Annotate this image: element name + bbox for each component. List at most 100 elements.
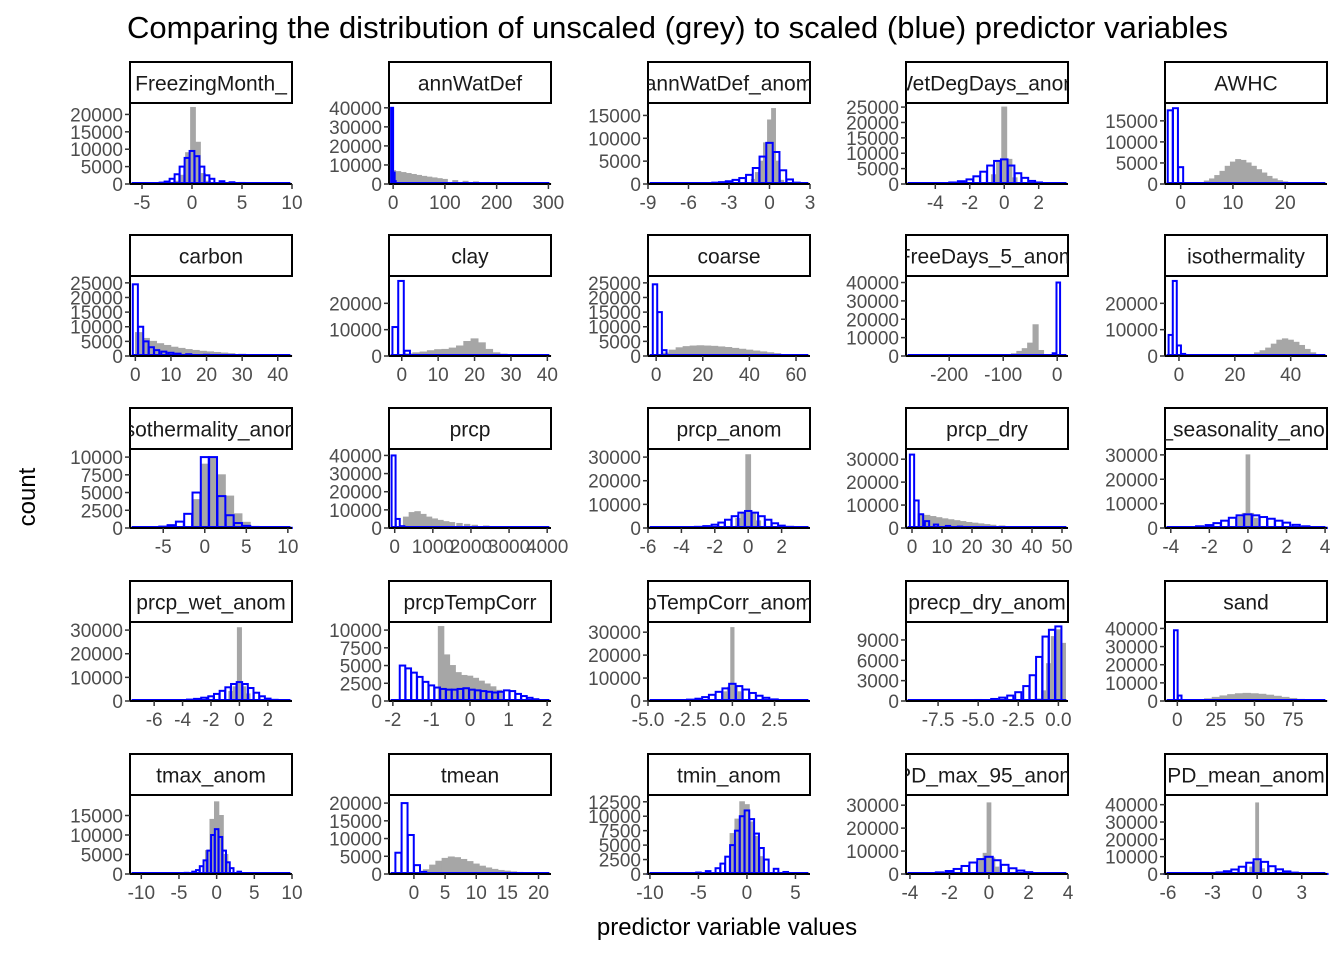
bar-unscaled — [414, 511, 421, 529]
bars — [649, 283, 810, 358]
y-tick-label: 15000 — [70, 807, 123, 828]
strip-label: FreeDays_5_anom — [898, 246, 1077, 269]
x-tick-label: 40 — [1021, 537, 1042, 558]
x-tick-label: 5 — [249, 883, 260, 904]
strip-box — [647, 580, 811, 623]
bar-scaled — [1172, 629, 1179, 702]
y-tick-label: 10000 — [329, 321, 382, 342]
y-tick-label: 20000 — [70, 288, 123, 309]
y-tick-label: 10000 — [1105, 674, 1158, 695]
x-tick-label: 5 — [237, 193, 248, 214]
y-tick-label: 5000 — [81, 158, 123, 179]
x-tick-label: 0 — [187, 193, 198, 214]
bars — [649, 108, 809, 186]
x-tick-label: 0.0 — [1045, 710, 1071, 731]
bar-scaled — [416, 675, 424, 703]
x-tick-label: 10 — [466, 883, 487, 904]
x-tick-label: 0 — [1174, 365, 1185, 386]
y-tick-label: 7500 — [599, 822, 641, 843]
x-tick-label: 0 — [1052, 365, 1063, 386]
strip-box — [647, 407, 811, 450]
x-tick-label: 0 — [743, 537, 754, 558]
y-tick-label: 10000 — [1105, 848, 1158, 869]
x-axis-label: predictor variable values — [596, 914, 858, 941]
y-tick-label: 5000 — [599, 836, 641, 857]
y-tick-label: 15000 — [846, 129, 899, 150]
y-tick-label: 30000 — [1105, 446, 1158, 467]
y-tick-label: 15000 — [588, 106, 641, 127]
x-tick-label: 20 — [1275, 193, 1296, 214]
x-tick-label: 0 — [388, 193, 399, 214]
x-tick-label: 0 — [1175, 193, 1186, 214]
x-tick-label: 0 — [999, 193, 1010, 214]
bar-unscaled — [1256, 169, 1263, 185]
x-tick-label: -3 — [721, 193, 738, 214]
strip-label: isothermality_anom — [120, 419, 302, 442]
bar-unscaled — [1224, 165, 1231, 185]
y-tick-label: 0 — [371, 692, 382, 713]
y-tick-label: 20000 — [846, 473, 899, 494]
x-tick-label: -6 — [680, 193, 697, 214]
y-tick-label: 5000 — [599, 152, 641, 173]
y-tick-label: 0 — [371, 347, 382, 368]
y-tick-label: 5000 — [81, 484, 123, 505]
strip-label: prcp_wet_anom — [136, 592, 285, 615]
strip-label: prcp — [450, 419, 491, 442]
x-tick-label: 4 — [1320, 537, 1331, 558]
bars — [646, 801, 809, 876]
y-tick-label: 5000 — [340, 847, 382, 868]
x-tick-label: 40 — [537, 365, 558, 386]
x-tick-label: -9 — [640, 193, 657, 214]
bar-scaled — [394, 851, 403, 876]
y-tick-label: 10000 — [588, 495, 641, 516]
y-tick-label: 6000 — [857, 651, 899, 672]
y-tick-label: 0 — [112, 865, 123, 886]
bar-unscaled — [208, 456, 218, 529]
strip-label: isothermality — [1187, 246, 1305, 269]
bar-unscaled — [441, 857, 449, 875]
y-tick-label: 10000 — [329, 621, 382, 642]
bars — [1166, 107, 1326, 186]
x-tick-label: -100 — [984, 365, 1022, 386]
x-tick-label: 100 — [429, 193, 461, 214]
chart-title: Comparing the distribution of unscaled (… — [127, 10, 1229, 45]
x-tick-label: 30 — [232, 365, 253, 386]
strip-box — [647, 234, 811, 277]
y-tick-label: 15000 — [70, 303, 123, 324]
x-tick-label: -6 — [1160, 883, 1177, 904]
y-tick-label: 0 — [371, 175, 382, 196]
y-tick-label: 0 — [630, 519, 641, 540]
x-tick-label: -4 — [901, 883, 918, 904]
strip-label: coarse — [697, 246, 760, 269]
x-tick-label: 2 — [1023, 883, 1034, 904]
y-tick-label: 30000 — [846, 796, 899, 817]
x-tick-label: 2 — [263, 710, 274, 731]
x-tick-label: -2 — [203, 710, 220, 731]
y-tick-label: 0 — [630, 692, 641, 713]
y-tick-label: 0 — [1147, 865, 1158, 886]
y-tick-label: 10000 — [70, 318, 123, 339]
bar-scaled — [427, 684, 436, 703]
bars — [390, 802, 550, 876]
strip-box — [647, 61, 811, 104]
y-tick-label: 20000 — [329, 294, 382, 315]
x-tick-label: -2 — [961, 193, 978, 214]
bar-unscaled — [1293, 341, 1300, 357]
y-tick-label: 0 — [630, 865, 641, 886]
bar-unscaled — [447, 856, 455, 875]
strip-box — [129, 580, 293, 623]
x-tick-label: 1000 — [412, 537, 454, 558]
y-tick-label: 20000 — [588, 288, 641, 309]
y-tick-label: 20000 — [329, 137, 382, 158]
y-tick-label: 15000 — [70, 123, 123, 144]
y-tick-label: 20000 — [846, 310, 899, 331]
bar-unscaled — [978, 859, 984, 875]
